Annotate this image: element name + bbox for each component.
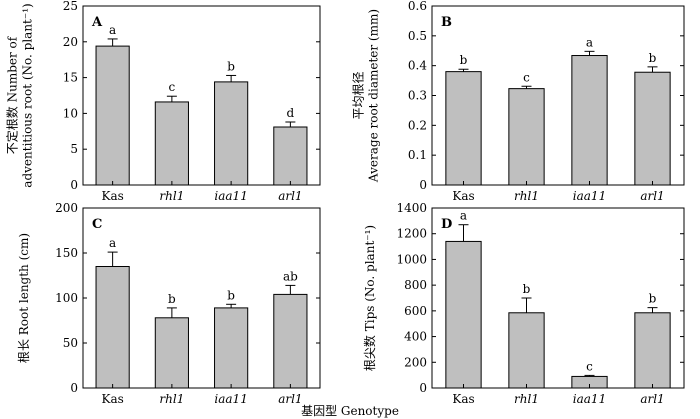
y-tick-label: 150 bbox=[55, 246, 78, 260]
y-tick-label: 0.4 bbox=[408, 59, 427, 73]
significance-letter: a bbox=[460, 209, 467, 223]
y-tick-label: 200 bbox=[55, 201, 78, 215]
x-tick-label: Kas bbox=[452, 392, 474, 406]
significance-letter: a bbox=[109, 23, 116, 37]
significance-letter: b bbox=[227, 59, 235, 73]
plot-frame bbox=[431, 207, 685, 389]
y-tick-label: 0.2 bbox=[408, 118, 427, 132]
y-axis-label: 不定根数 Number of bbox=[5, 35, 20, 154]
panel-c: 0 50 100 150 200 a Kas b rhl1 b iaa11 ab arl1 C 根长 Roo… bbox=[17, 201, 321, 406]
x-tick-label: iaa11 bbox=[573, 189, 606, 203]
y-axis-label: Average root diameter (mm) bbox=[367, 9, 381, 183]
x-tick-label: iaa11 bbox=[214, 392, 247, 406]
y-tick-label: 400 bbox=[404, 330, 427, 344]
y-tick-label: 0 bbox=[419, 178, 427, 192]
y-tick-label: 0.5 bbox=[408, 29, 427, 43]
significance-letter: c bbox=[169, 80, 176, 94]
significance-letter: b bbox=[649, 51, 657, 65]
significance-letter: b bbox=[460, 53, 468, 67]
y-tick-label: 0.1 bbox=[408, 148, 427, 162]
x-tick-label: arl1 bbox=[640, 189, 664, 203]
significance-letter: b bbox=[523, 282, 531, 296]
plot-frame bbox=[82, 5, 321, 186]
x-tick-label: iaa11 bbox=[214, 189, 247, 203]
bar bbox=[273, 293, 308, 389]
y-tick-label: 15 bbox=[63, 71, 78, 85]
y-tick-label: 1000 bbox=[396, 252, 427, 266]
y-axis-label: 根尖数 Tips (No. plant⁻¹) bbox=[362, 225, 377, 371]
y-tick-label: 0 bbox=[70, 178, 78, 192]
significance-letter: a bbox=[586, 35, 593, 49]
y-axis-label: 根长 Root length (cm) bbox=[17, 233, 31, 363]
significance-letter: c bbox=[586, 359, 593, 373]
y-tick-label: 0.3 bbox=[408, 89, 427, 103]
y-axis-label: 平均根径 bbox=[352, 71, 366, 119]
x-tick-label: rhl1 bbox=[159, 392, 184, 406]
shared-x-axis-label: 基因型 Genotype bbox=[301, 404, 399, 418]
x-tick-label: Kas bbox=[101, 392, 123, 406]
x-tick-label: rhl1 bbox=[159, 189, 184, 203]
y-tick-label: 200 bbox=[404, 355, 427, 369]
x-tick-label: arl1 bbox=[278, 392, 302, 406]
y-tick-label: 20 bbox=[63, 35, 78, 49]
y-tick-label: 100 bbox=[55, 291, 78, 305]
panel-letter: B bbox=[441, 15, 452, 30]
significance-letter: ab bbox=[283, 269, 298, 283]
x-tick-label: iaa11 bbox=[573, 392, 606, 406]
significance-letter: a bbox=[109, 236, 116, 250]
bar bbox=[214, 81, 249, 186]
panel-letter: C bbox=[92, 217, 102, 232]
y-tick-label: 5 bbox=[70, 142, 78, 156]
x-tick-label: Kas bbox=[452, 189, 474, 203]
bar bbox=[154, 317, 189, 389]
bar bbox=[95, 266, 130, 389]
bar bbox=[445, 71, 482, 186]
x-tick-label: arl1 bbox=[278, 189, 302, 203]
x-tick-label: rhl1 bbox=[514, 189, 539, 203]
bar bbox=[634, 71, 671, 186]
significance-letter: d bbox=[287, 106, 295, 120]
y-tick-label: 50 bbox=[63, 336, 78, 350]
panel-letter: A bbox=[91, 15, 103, 30]
x-tick-label: rhl1 bbox=[514, 392, 539, 406]
bar bbox=[273, 126, 308, 186]
bar bbox=[508, 312, 545, 389]
significance-letter: b bbox=[649, 292, 657, 306]
bar bbox=[445, 240, 482, 389]
y-tick-label: 10 bbox=[63, 106, 78, 120]
bar bbox=[214, 307, 249, 389]
significance-letter: b bbox=[168, 292, 176, 306]
x-tick-label: Kas bbox=[101, 189, 123, 203]
bar bbox=[571, 55, 608, 186]
y-tick-label: 0.6 bbox=[408, 0, 427, 13]
y-tick-label: 800 bbox=[404, 278, 427, 292]
y-tick-label: 25 bbox=[63, 0, 78, 13]
y-axis-label: adventitious root (No. plant⁻¹) bbox=[21, 3, 35, 187]
panel-b: 0 0.1 0.2 0.3 0.4 0.5 0.6 b Kas c rhl1 a iaa11 b arl1 B… bbox=[352, 0, 685, 203]
y-tick-label: 600 bbox=[404, 304, 427, 318]
panel-d: 0 200 400 600 800 1000 1200 1400 a Kas b rhl1 c iaa11… bbox=[362, 201, 685, 406]
y-tick-label: 1200 bbox=[396, 227, 427, 241]
bar bbox=[154, 101, 189, 186]
bar bbox=[634, 312, 671, 389]
y-tick-label: 1400 bbox=[396, 201, 427, 215]
significance-letter: c bbox=[523, 70, 530, 84]
y-tick-label: 0 bbox=[70, 381, 78, 395]
panel-letter: D bbox=[441, 217, 452, 232]
x-tick-label: arl1 bbox=[640, 392, 664, 406]
bar bbox=[95, 45, 130, 186]
significance-letter: b bbox=[227, 288, 235, 302]
bar bbox=[508, 88, 545, 186]
panel-a: 0 5 10 15 20 25 a Kas c rhl1 b iaa11 d arl1 A 不定根数 Numb… bbox=[5, 0, 321, 203]
y-tick-label: 0 bbox=[419, 381, 427, 395]
